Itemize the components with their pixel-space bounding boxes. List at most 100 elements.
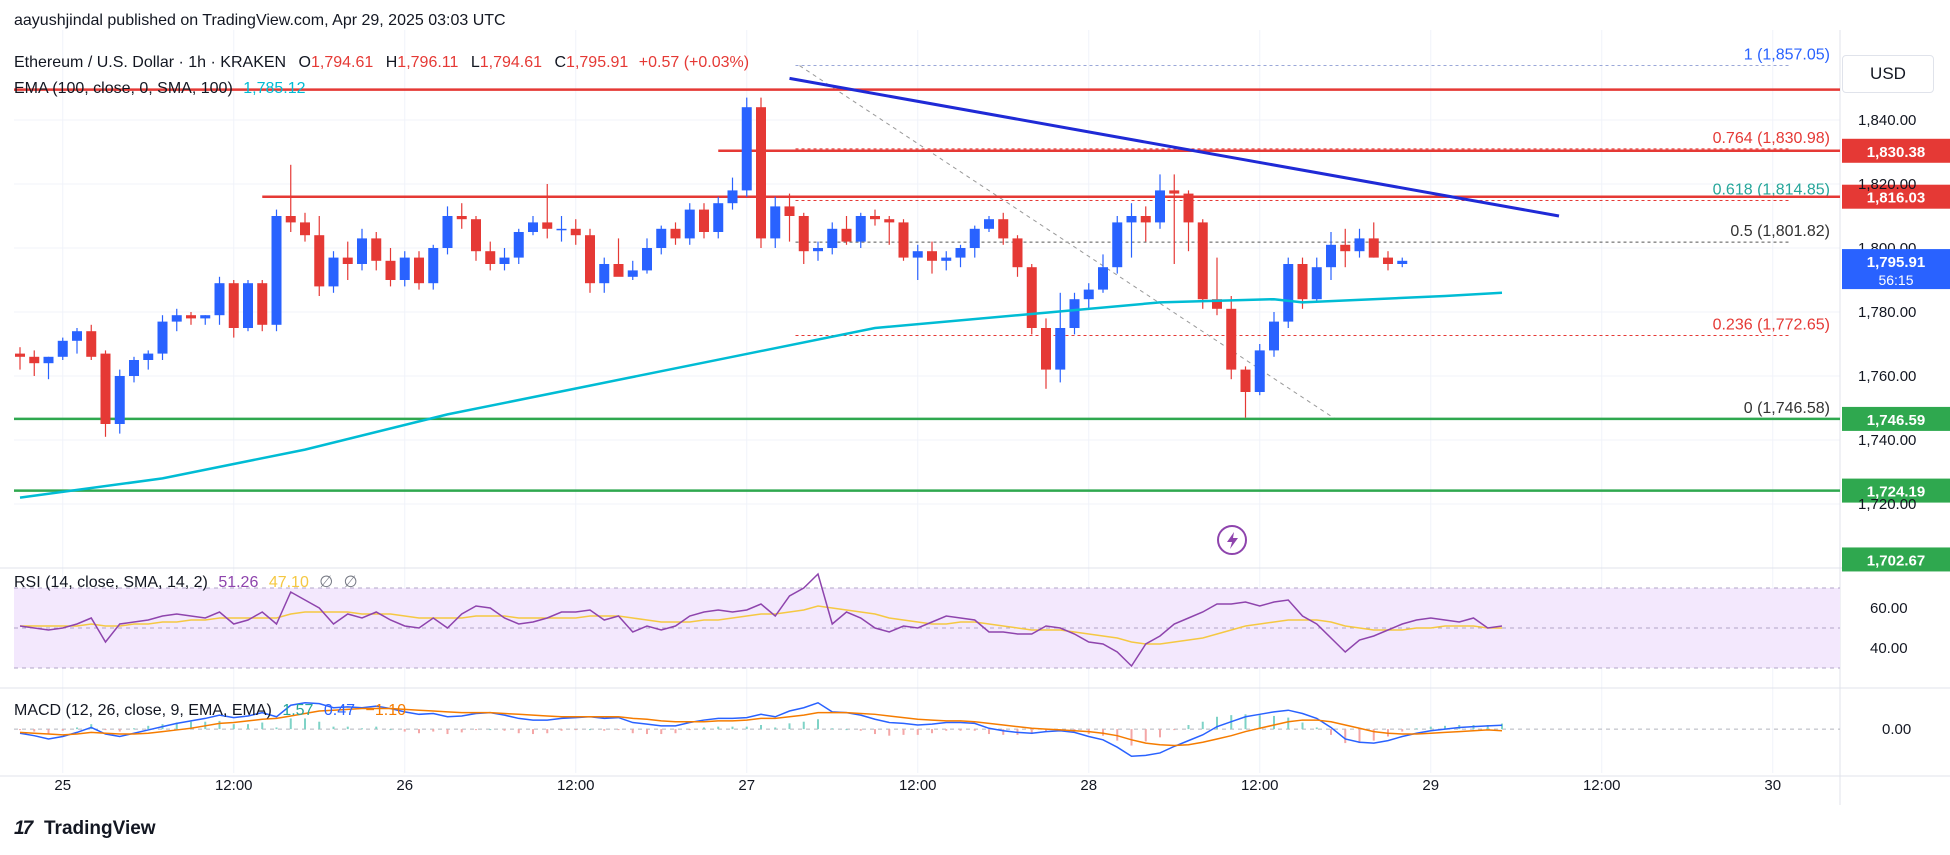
macd-hist-bar	[61, 729, 64, 731]
time-tick-label: 12:00	[215, 777, 253, 794]
time-tick-label: 12:00	[1241, 777, 1279, 794]
macd-hist-bar	[560, 729, 563, 731]
macd-hist-bar	[1429, 726, 1432, 730]
support-1-badge	[1842, 406, 1950, 431]
macd-hist-bar	[532, 729, 534, 735]
macd-hist-bar	[275, 727, 278, 730]
candle-body	[570, 228, 581, 236]
macd-hist-bar	[1330, 729, 1332, 735]
macd-hist-bar	[489, 729, 492, 731]
macd-hist-bar	[703, 727, 705, 730]
macd-hist-bar	[988, 729, 990, 735]
candle-body	[784, 206, 795, 216]
macd-hist-bar	[774, 727, 777, 730]
candle-body	[642, 248, 652, 271]
candle-body	[528, 222, 538, 232]
macd-hist-value: 1.57	[282, 702, 314, 719]
macd-hist-bar	[1415, 728, 1418, 730]
macd-hist-bar	[375, 726, 378, 730]
macd-hist-bar	[218, 720, 221, 730]
macd-hist-bar	[1287, 717, 1290, 730]
macd-hist-bar	[232, 724, 235, 730]
price-badge	[1842, 547, 1950, 572]
price-badge-label: 1,795.91	[1867, 254, 1925, 271]
macd-hist-bar	[802, 721, 805, 730]
trendline	[789, 76, 1560, 218]
resistance-2-badge-label: 1,830.38	[1867, 144, 1925, 161]
lightning-icon	[1217, 525, 1247, 555]
brand[interactable]: 17 TradingView	[14, 818, 156, 840]
candle-body	[471, 219, 481, 252]
macd-hist-bar	[118, 729, 121, 732]
macd-hist-bar	[261, 722, 264, 730]
candle-body	[442, 216, 453, 248]
candle-body	[542, 222, 553, 229]
macd-hist-bar	[1144, 729, 1147, 742]
support-2-badge-label: 1,724.19	[1867, 484, 1925, 501]
macd-hist-bar	[817, 719, 819, 730]
macd-hist-bar	[1159, 729, 1161, 738]
candle-body	[243, 283, 253, 328]
macd-hist-bar	[745, 726, 748, 730]
resistance-2-badge	[1842, 138, 1950, 163]
candle-body	[57, 340, 68, 357]
time-tick-label: 25	[54, 777, 71, 794]
candle-body	[100, 353, 111, 424]
candle-body	[941, 257, 952, 261]
macd-hist-bar	[33, 729, 36, 732]
rsi-tick-label: 60.00	[1870, 600, 1908, 617]
candle-body	[257, 283, 268, 325]
candle-body	[670, 228, 681, 239]
macd-hist-bar	[1073, 729, 1076, 731]
macd-hist-bar	[1216, 716, 1218, 730]
change-value: +0.57 (+0.03%)	[638, 54, 750, 71]
fib-diagonal	[799, 65, 1336, 420]
ema-line	[19, 291, 1503, 499]
candle-body	[998, 219, 1009, 239]
macd-hist-bar	[1501, 723, 1503, 730]
candle-body	[328, 257, 339, 287]
fib-label-0.618: 0.618 (1,814.85)	[1713, 181, 1830, 198]
macd-hist-bar	[1273, 715, 1275, 730]
candle-body	[1126, 216, 1137, 223]
candle-body	[171, 315, 182, 322]
candle-body	[741, 107, 752, 191]
open-value: 1,794.61	[311, 54, 374, 71]
lightning-icon-bolt	[1227, 532, 1238, 549]
macd-hist-bar	[888, 729, 891, 736]
lightning-icon-ring	[1217, 525, 1247, 555]
macd-hist-bar	[1187, 725, 1190, 730]
macd-hist-bar	[346, 726, 349, 730]
price-tick-label: 1,780.00	[1858, 304, 1916, 321]
currency-button[interactable]: USD	[1842, 55, 1934, 93]
price-badge-label: 1,702.67	[1867, 552, 1925, 569]
price-tick-label: 1,840.00	[1858, 112, 1916, 129]
candle-body	[399, 257, 410, 280]
macd-hist-bar	[945, 729, 948, 731]
candle-body	[86, 331, 97, 357]
candle-body	[699, 209, 709, 232]
time-tick-label: 30	[1764, 777, 1781, 794]
candle-body	[485, 251, 496, 264]
resistance-3-badge-label: 1,816.03	[1867, 190, 1925, 207]
candle-body	[456, 216, 467, 220]
rsi-ma-line	[20, 605, 1502, 645]
ema-value: 1,785.12	[243, 80, 306, 97]
macd-hist-bar	[959, 729, 962, 731]
time-tick-label: 26	[396, 777, 413, 794]
time-tick-label: 28	[1080, 777, 1097, 794]
macd-hist-bar	[90, 724, 93, 730]
candle-body	[1368, 238, 1379, 258]
macd-hist-bar	[646, 729, 648, 735]
symbol-title: Ethereum / U.S. Dollar · 1h · KRAKEN	[14, 54, 287, 71]
candle-body	[1340, 244, 1351, 252]
countdown-label: 56:15	[1878, 272, 1913, 288]
macd-hist-bar	[660, 729, 663, 735]
candle-body	[43, 356, 54, 364]
macd-hist-bar	[1201, 721, 1204, 730]
symbol-legend: Ethereum / U.S. Dollar · 1h · KRAKEN O1,…	[14, 54, 749, 72]
support-1-badge-label: 1,746.59	[1867, 412, 1925, 429]
candle-body	[300, 222, 310, 236]
fib-label-0.5: 0.5 (1,801.82)	[1730, 223, 1830, 240]
